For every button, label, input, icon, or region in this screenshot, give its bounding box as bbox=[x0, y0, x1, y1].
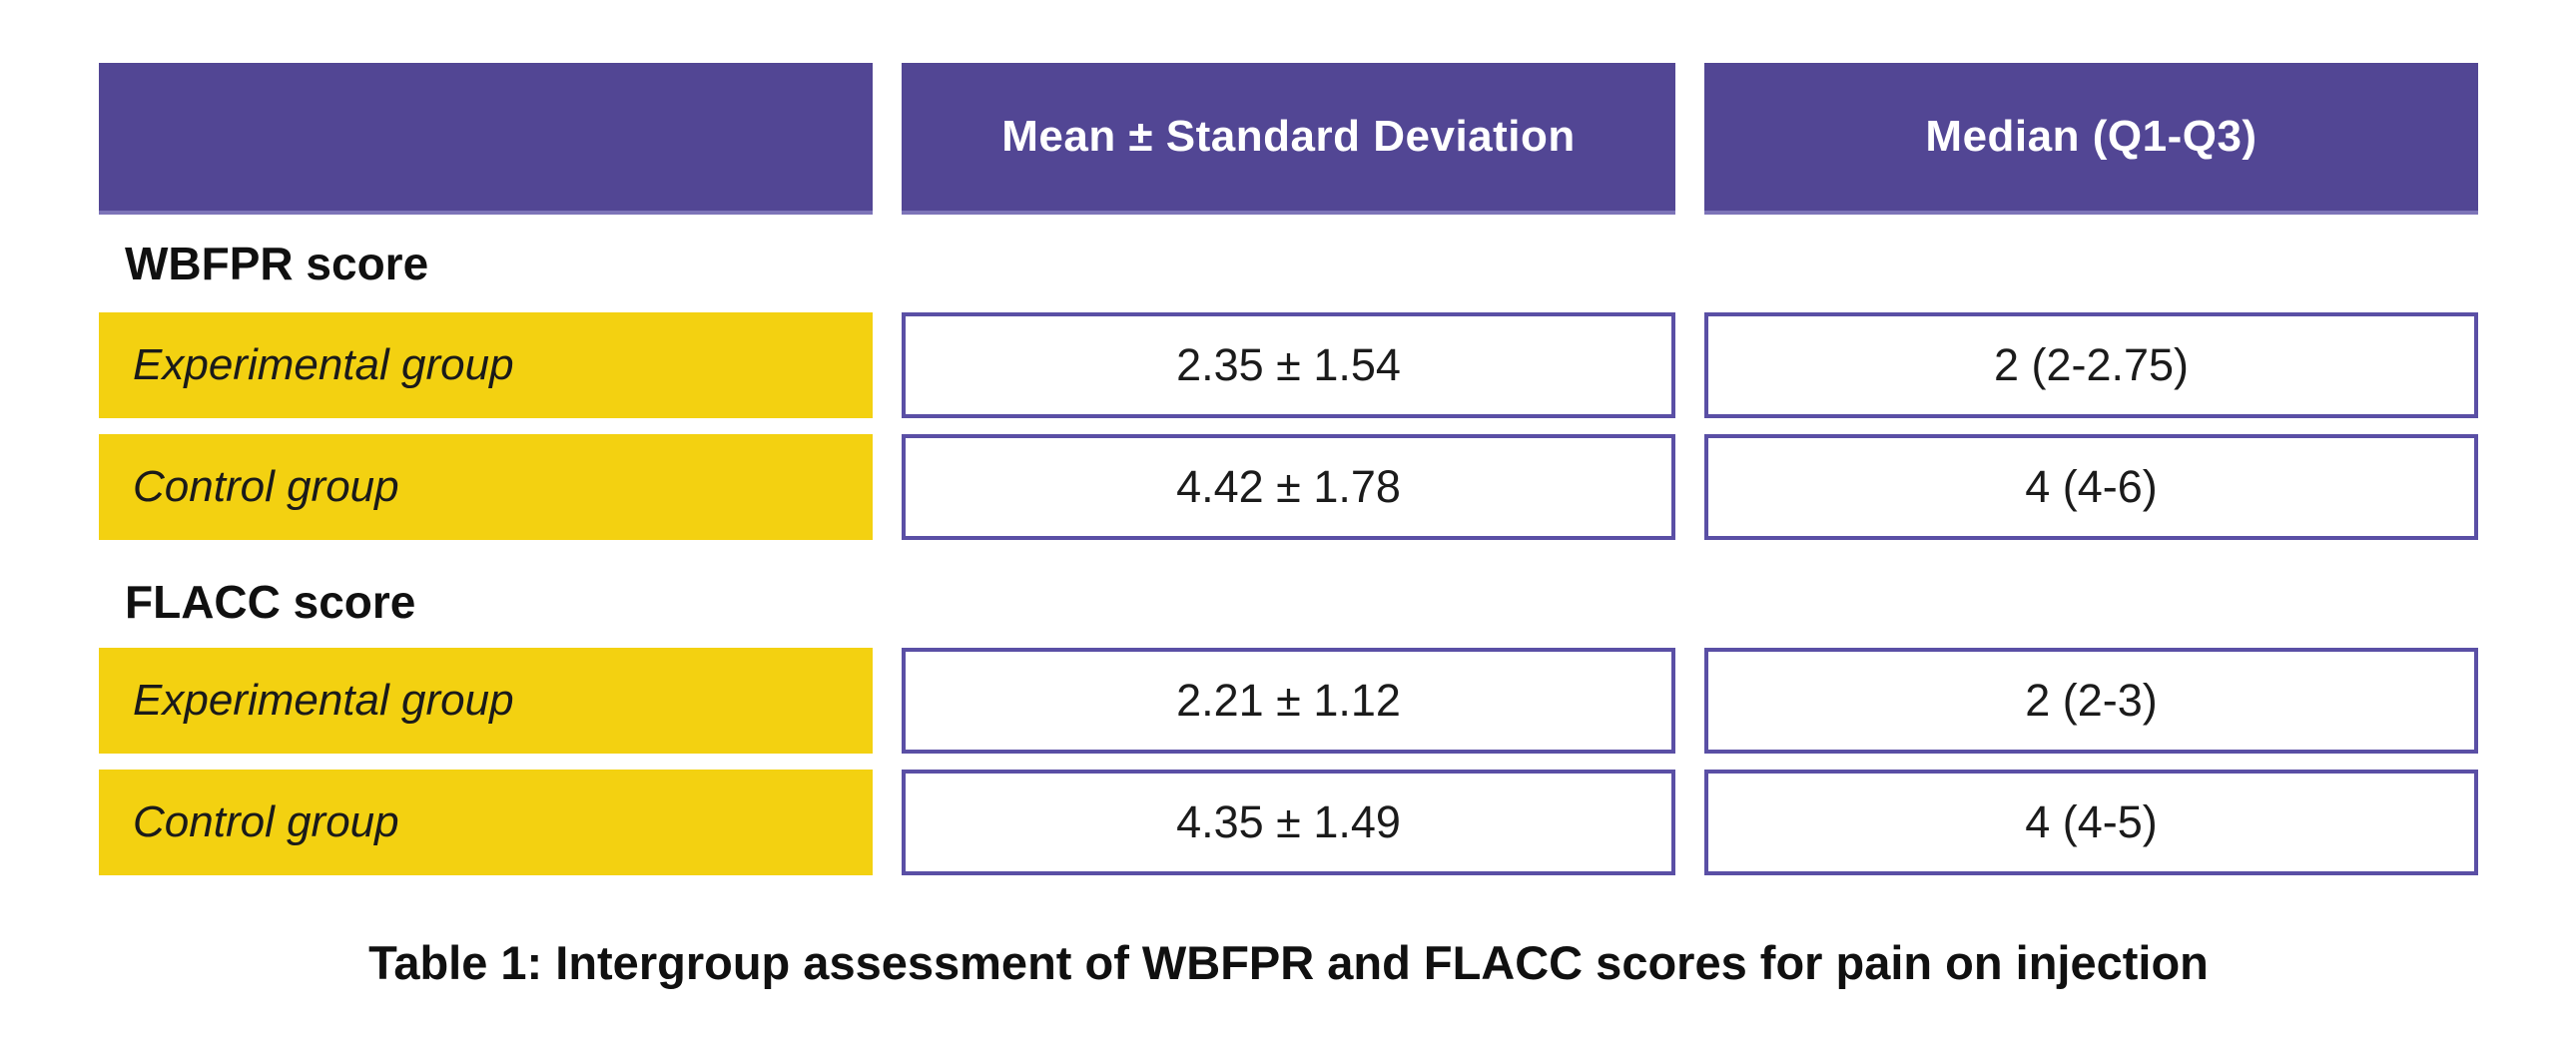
group-cell: Experimental group bbox=[99, 312, 873, 418]
group-cell: Experimental group bbox=[99, 648, 873, 754]
header-cell-median: Median (Q1-Q3) bbox=[1704, 63, 2478, 215]
table-row-wbfpr-experimental: Experimental group 2.35 ± 1.54 2 (2-2.75… bbox=[99, 312, 2478, 418]
table-row-flacc-control: Control group 4.35 ± 1.49 4 (4-5) bbox=[99, 770, 2478, 875]
group-cell: Control group bbox=[99, 770, 873, 875]
table-header-row: Mean ± Standard Deviation Median (Q1-Q3) bbox=[99, 63, 2478, 215]
median-cell: 2 (2-2.75) bbox=[1704, 312, 2478, 418]
median-cell: 4 (4-6) bbox=[1704, 434, 2478, 540]
section-label-flacc: FLACC score bbox=[125, 576, 416, 628]
section-label-wbfpr: WBFPR score bbox=[125, 238, 429, 289]
median-cell: 4 (4-5) bbox=[1704, 770, 2478, 875]
group-cell: Control group bbox=[99, 434, 873, 540]
table-row-flacc-experimental: Experimental group 2.21 ± 1.12 2 (2-3) bbox=[99, 648, 2478, 754]
median-cell: 2 (2-3) bbox=[1704, 648, 2478, 754]
mean-sd-cell: 2.35 ± 1.54 bbox=[902, 312, 1675, 418]
table-caption: Table 1: Intergroup assessment of WBFPR … bbox=[368, 936, 2209, 989]
header-cell-blank bbox=[99, 63, 873, 215]
table-row-wbfpr-control: Control group 4.42 ± 1.78 4 (4-6) bbox=[99, 434, 2478, 540]
header-cell-mean-sd: Mean ± Standard Deviation bbox=[902, 63, 1675, 215]
mean-sd-cell: 4.42 ± 1.78 bbox=[902, 434, 1675, 540]
mean-sd-cell: 2.21 ± 1.12 bbox=[902, 648, 1675, 754]
mean-sd-cell: 4.35 ± 1.49 bbox=[902, 770, 1675, 875]
results-table: Mean ± Standard Deviation Median (Q1-Q3)… bbox=[99, 63, 2478, 990]
